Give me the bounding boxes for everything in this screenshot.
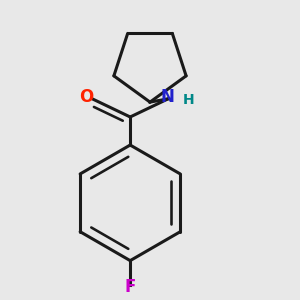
Text: F: F: [124, 278, 136, 296]
Text: H: H: [183, 94, 194, 107]
Text: N: N: [160, 88, 174, 106]
Text: O: O: [79, 88, 93, 106]
